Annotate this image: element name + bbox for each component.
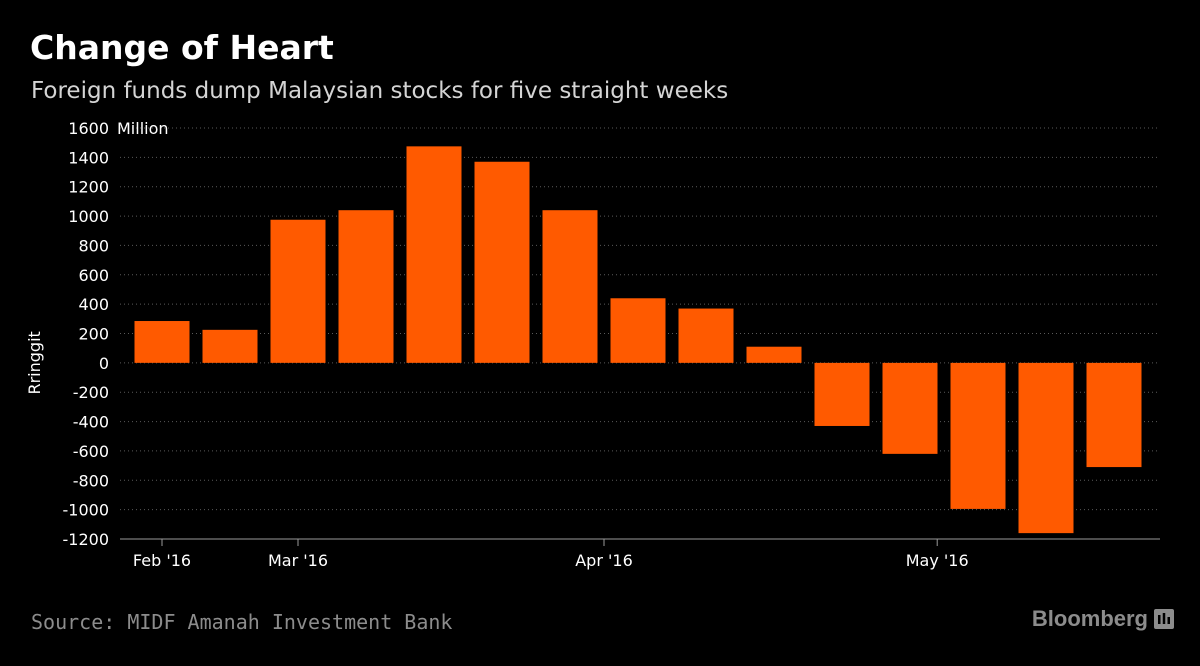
brand-logo: Bloomberg: [1032, 606, 1174, 632]
chart-title: Change of Heart: [30, 28, 334, 67]
bars: [134, 146, 1142, 534]
x-tick-label: May '16: [906, 551, 969, 570]
bloomberg-mark-icon: [1154, 609, 1174, 629]
bar: [338, 210, 394, 363]
bar: [950, 362, 1006, 509]
bar: [746, 346, 802, 363]
bar: [1018, 362, 1074, 534]
bar: [814, 362, 870, 426]
bar: [270, 219, 326, 363]
y-tick-label: -1200: [63, 530, 110, 549]
y-tick-label: 400: [78, 295, 109, 314]
y-tick-label: 1000: [68, 207, 109, 226]
bar: [1086, 362, 1142, 468]
bar: [610, 298, 666, 363]
y-tick-label: 0: [99, 354, 109, 373]
bar: [882, 362, 938, 454]
bar: [202, 329, 258, 363]
source-note: Source: MIDF Amanah Investment Bank: [31, 610, 453, 634]
y-tick-label: -200: [73, 383, 109, 402]
bar: [406, 146, 462, 363]
x-axis: Feb '16 Mar '16 Apr '16 May '16: [120, 538, 1160, 570]
y-tick-label: -600: [73, 442, 109, 461]
y-tick-label: 600: [78, 266, 109, 285]
y-tick-label: -800: [73, 471, 109, 490]
x-tick-label: Apr '16: [575, 551, 633, 570]
bar: [134, 321, 190, 363]
y-tick-label: 1200: [68, 178, 109, 197]
y-tick-label: -400: [73, 413, 109, 432]
brand-name: Bloomberg: [1031, 606, 1148, 631]
bar: [678, 308, 734, 363]
y-tick-label: 1600: [68, 119, 109, 138]
chart-subtitle: Foreign funds dump Malaysian stocks for …: [31, 78, 729, 104]
x-tick-label: Mar '16: [268, 551, 328, 570]
bar: [542, 210, 598, 363]
y-axis-unit-label: Million: [117, 119, 169, 138]
y-tick-label: 200: [78, 325, 109, 344]
y-tick-label: 1400: [68, 148, 109, 167]
bar-chart: 1600 1400 1200 1000 800 600 400 200 0 -200 -400 -60…: [25, 119, 1160, 570]
x-tick-label: Feb '16: [133, 551, 191, 570]
y-tick-label: -1000: [63, 501, 110, 520]
bar: [474, 161, 530, 363]
y-axis-label: Rringgit: [25, 331, 44, 394]
y-tick-label: 800: [78, 236, 109, 255]
y-axis-ticks: 1600 1400 1200 1000 800 600 400 200 0 -200 -400 -60…: [63, 119, 110, 549]
